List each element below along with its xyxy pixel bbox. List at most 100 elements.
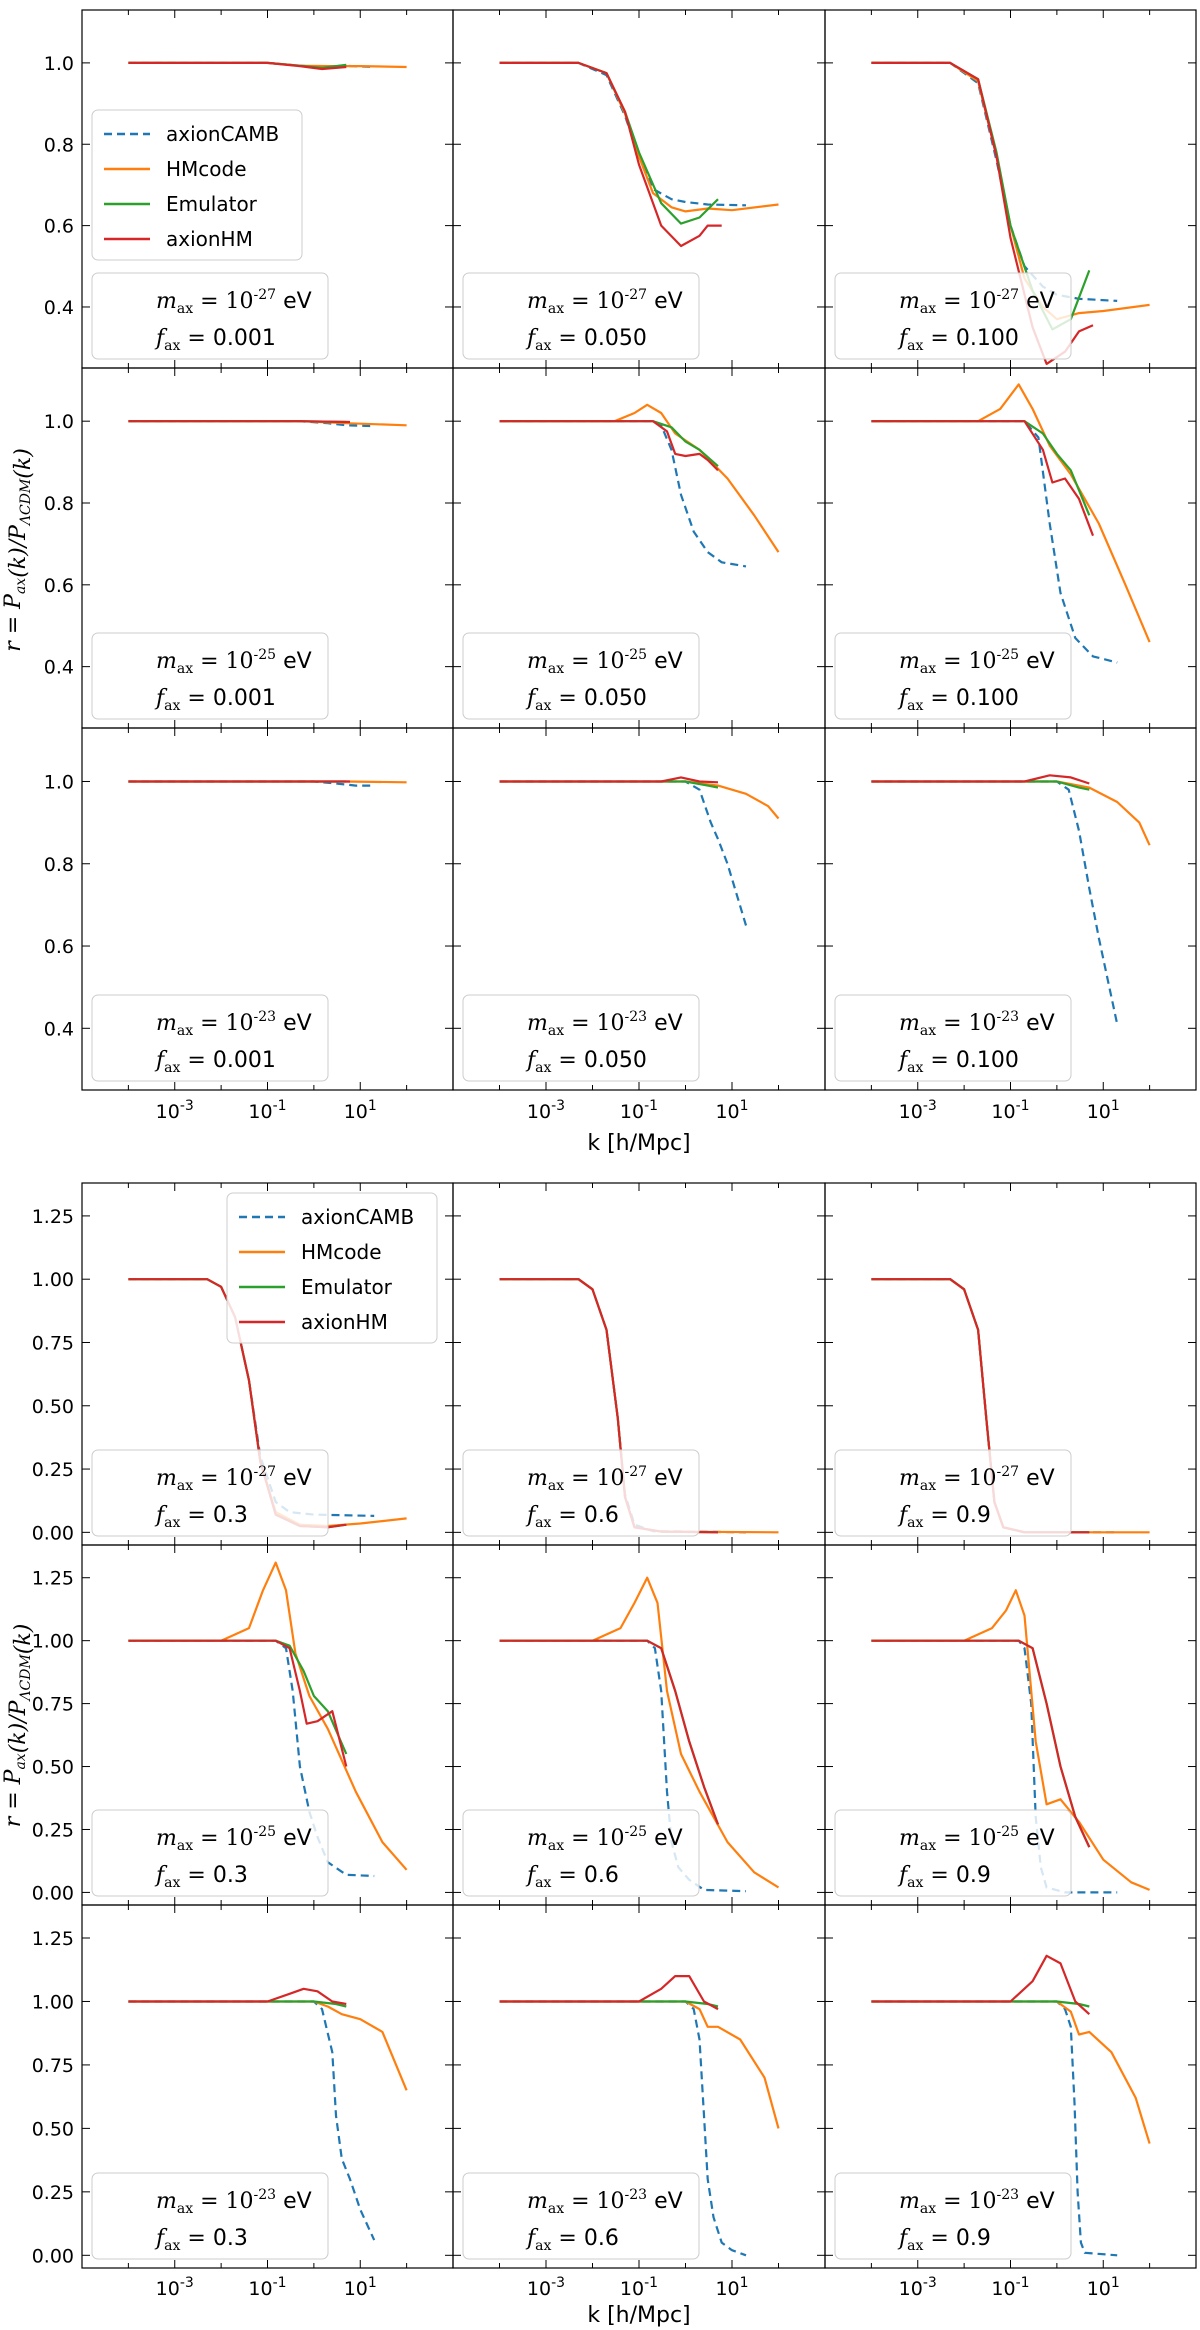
annotation-box <box>834 2172 1072 2260</box>
mass-annotation: max = 10-25 eV <box>899 1824 1055 1854</box>
x-axis-label: k [h/Mpc] <box>587 2303 690 2328</box>
fraction-annotation: fax = 0.050 <box>525 686 647 714</box>
annotation-box <box>91 1809 329 1897</box>
y-tick-label: 1.00 <box>32 1269 74 1291</box>
x-tick-label: 10-1 <box>620 2275 658 2300</box>
series-line-axionhm <box>871 774 1090 785</box>
panel-series <box>128 1987 408 2241</box>
series-line-axioncamb <box>499 61 747 207</box>
annotation-box <box>462 1449 700 1537</box>
x-tick-label: 101 <box>1087 1098 1120 1123</box>
y-tick-label: 0.00 <box>32 1882 74 1904</box>
y-tick-label: 0.8 <box>44 854 74 876</box>
y-tick-label: 1.0 <box>44 771 74 793</box>
annotation-box <box>91 272 329 360</box>
y-tick-label: 0.6 <box>44 575 74 597</box>
x-tick-label: 10-1 <box>991 1098 1029 1123</box>
mass-annotation: max = 10-25 eV <box>527 1824 683 1854</box>
series-line-emulator <box>499 1639 720 1825</box>
y-tick-label: 0.4 <box>44 657 74 679</box>
panel-series <box>499 776 780 926</box>
y-tick-label: 0.75 <box>32 2055 74 2077</box>
panel-2-3-1: 0.00 0.25 0.50 0.75 1.00 1.25 10-3 10-1 101 max =… <box>32 1904 454 2300</box>
y-tick-label: 1.25 <box>32 1928 74 1950</box>
fraction-annotation: fax = 0.001 <box>154 686 276 714</box>
panel-2-1-1: 0.00 0.25 0.50 0.75 1.00 1.25 max = 10-27 eV fa… <box>32 1182 454 1546</box>
panel-1-2-1: 0.4 0.6 0.8 1.0 max = 10-25 eV fax = 0.001 <box>44 367 454 729</box>
fraction-annotation: fax = 0.9 <box>897 2226 991 2254</box>
series-line-axionhm <box>128 61 347 71</box>
annotation-box <box>462 632 700 720</box>
series-line-axionhm <box>871 420 1095 537</box>
y-tick-label: 0.50 <box>32 1396 74 1418</box>
mass-annotation: max = 10-25 eV <box>156 1824 312 1854</box>
panel-2-2-1: 0.00 0.25 0.50 0.75 1.00 1.25 max = 10-25 eV fa… <box>32 1544 454 1906</box>
y-axis-label: r = Pax(k)/PΛCDM(k) <box>1 1624 36 1828</box>
annotation-box <box>834 632 1072 720</box>
panel-series <box>499 403 780 568</box>
series-line-hmcode <box>871 2000 1151 2144</box>
y-tick-label: 0.00 <box>32 2245 74 2267</box>
mass-annotation: max = 10-27 eV <box>156 1464 312 1494</box>
mass-annotation: max = 10-27 eV <box>527 287 683 317</box>
panel-1-1-3: max = 10-27 eV fax = 0.100 <box>824 9 1197 369</box>
mass-annotation: max = 10-27 eV <box>899 287 1055 317</box>
fraction-annotation: fax = 0.6 <box>525 2226 619 2254</box>
series-line-hmcode <box>499 61 779 213</box>
legend-label-axionhm: axionHM <box>166 227 253 251</box>
series-line-axionhm <box>499 61 722 248</box>
x-tick-label: 101 <box>1087 2275 1120 2300</box>
panel-1-2-2: max = 10-25 eV fax = 0.050 <box>452 367 826 729</box>
series-line-axioncamb <box>499 780 748 926</box>
series-line-hmcode <box>128 1561 408 1871</box>
legend: axionCAMB HMcode Emulator axionHM <box>91 109 303 261</box>
annotation-box <box>91 632 329 720</box>
panel-1-1-1: 0.4 0.6 0.8 1.0 max = 10-27 eV fax = 0.001 axi… <box>44 9 454 369</box>
panel-1-3-1: 0.4 0.6 0.8 1.0 10-3 10-1 101 max = 10-23 eV fax… <box>44 727 454 1123</box>
series-line-axioncamb <box>499 420 747 568</box>
annotation-box <box>834 272 1072 360</box>
legend: axionCAMB HMcode Emulator axionHM <box>226 1192 438 1344</box>
x-tick-label: 10-3 <box>156 2275 194 2300</box>
panel-1-3-3: 10-3 10-1 101 max = 10-23 eV fax = 0.100 <box>824 727 1197 1123</box>
series-line-emulator <box>871 420 1091 516</box>
y-tick-label: 0.00 <box>32 1522 74 1544</box>
mass-annotation: max = 10-23 eV <box>156 1009 312 1039</box>
y-tick-label: 0.4 <box>44 1018 74 1040</box>
panel-series <box>499 1975 780 2257</box>
series-line-axioncamb <box>871 61 1118 302</box>
annotation-box <box>834 1449 1072 1537</box>
series-line-emulator <box>128 1639 348 1755</box>
mass-annotation: max = 10-27 eV <box>527 1464 683 1494</box>
panel-2-3-2: 10-3 10-1 101 max = 10-23 eV fax = 0.6 <box>452 1904 826 2300</box>
mass-annotation: max = 10-23 eV <box>899 2187 1055 2217</box>
annotation-box <box>462 2172 700 2260</box>
legend-label-axioncamb: axionCAMB <box>166 122 279 146</box>
mass-annotation: max = 10-25 eV <box>156 647 312 677</box>
series-line-hmcode <box>499 2000 780 2129</box>
series-line-axionhm <box>499 776 719 784</box>
fraction-annotation: fax = 0.3 <box>154 2226 248 2254</box>
y-tick-label: 0.8 <box>44 134 74 156</box>
mass-annotation: max = 10-23 eV <box>899 1009 1055 1039</box>
panel-series <box>871 1954 1151 2257</box>
annotation-box <box>834 1809 1072 1897</box>
mass-annotation: max = 10-23 eV <box>156 2187 312 2217</box>
legend-label-hmcode: HMcode <box>166 157 247 181</box>
series-line-axionhm <box>499 1639 720 1825</box>
series-line-axionhm <box>499 420 719 472</box>
series-line-axionhm <box>871 1639 1091 1848</box>
series-line-axioncamb <box>128 1639 375 1878</box>
fraction-annotation: fax = 0.6 <box>525 1863 619 1891</box>
y-tick-label: 1.25 <box>32 1206 74 1228</box>
mass-annotation: max = 10-27 eV <box>156 287 312 317</box>
series-line-axioncamb <box>871 420 1118 664</box>
y-tick-label: 0.8 <box>44 493 74 515</box>
annotation-box <box>91 1449 329 1537</box>
series-line-hmcode <box>499 403 780 553</box>
x-tick-label: 101 <box>715 2275 748 2300</box>
legend-box <box>226 1192 438 1344</box>
series-line-hmcode <box>871 780 1151 846</box>
legend-label-axioncamb: axionCAMB <box>301 1205 414 1229</box>
